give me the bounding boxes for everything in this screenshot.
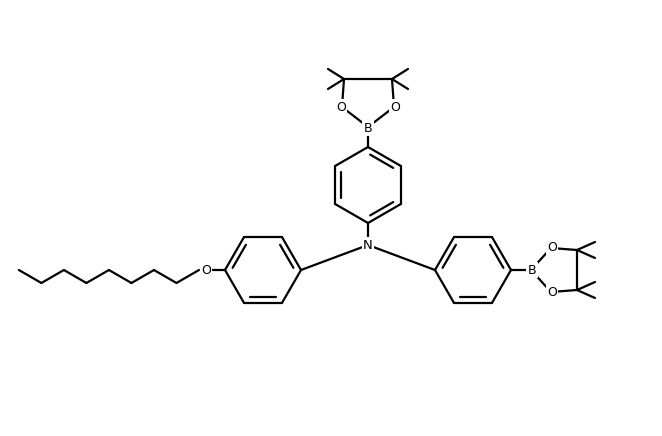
Text: O: O (547, 241, 557, 253)
Text: B: B (528, 263, 536, 276)
Text: B: B (363, 122, 372, 134)
Text: O: O (547, 286, 557, 300)
Text: O: O (336, 101, 346, 113)
Text: O: O (390, 101, 400, 113)
Text: O: O (201, 263, 211, 276)
Text: N: N (363, 238, 373, 252)
